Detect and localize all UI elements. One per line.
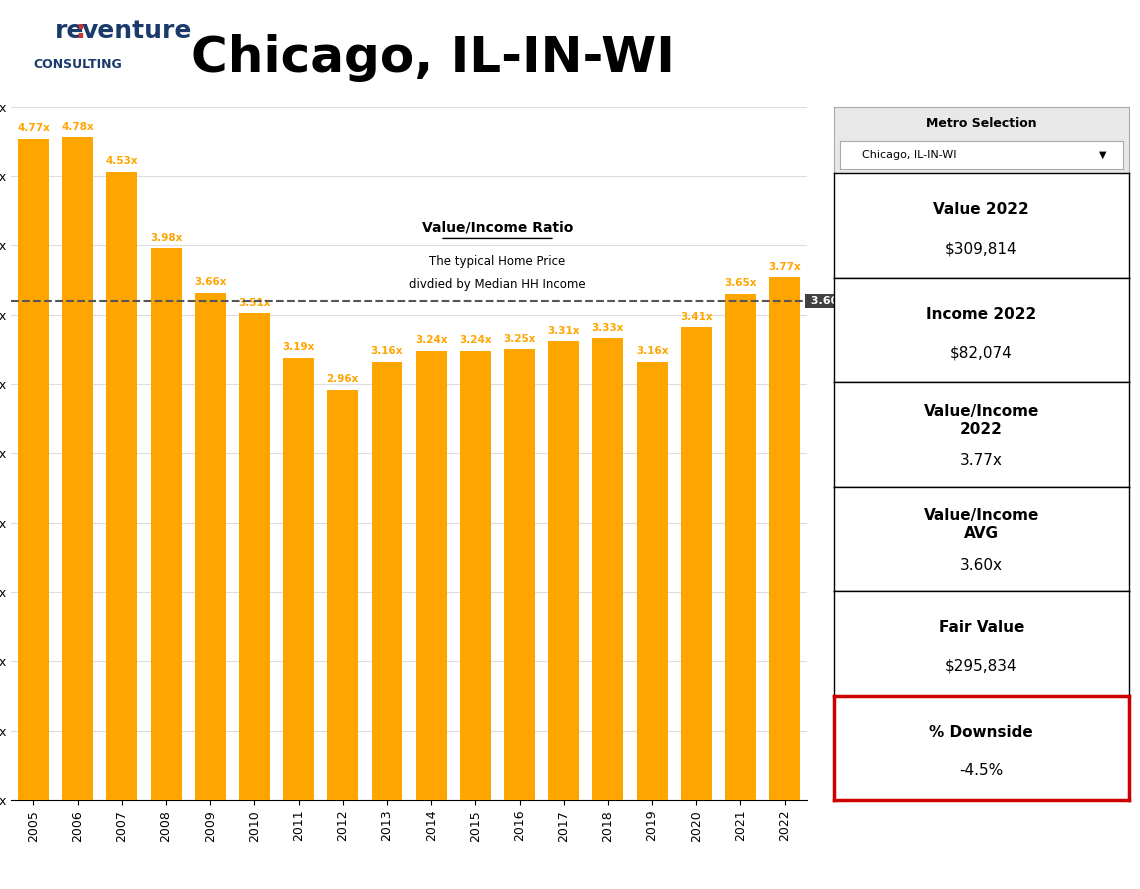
Text: CONSULTING: CONSULTING — [33, 58, 122, 70]
Text: % Downside: % Downside — [929, 725, 1033, 740]
Text: Chicago, IL-IN-WI: Chicago, IL-IN-WI — [192, 34, 675, 82]
Bar — [725, 294, 756, 800]
Text: Value/Income Ratio: Value/Income Ratio — [422, 220, 573, 235]
Text: -4.5%: -4.5% — [959, 764, 1003, 779]
Text: $309,814: $309,814 — [945, 241, 1018, 256]
Text: 3.98x: 3.98x — [149, 233, 182, 243]
Text: 3.16x: 3.16x — [636, 347, 668, 356]
Text: ▼: ▼ — [1099, 150, 1107, 160]
Text: Value/Income: Value/Income — [923, 509, 1039, 524]
Text: :: : — [75, 20, 86, 43]
Text: venture: venture — [82, 20, 193, 43]
Text: 3.19x: 3.19x — [283, 342, 315, 352]
Text: 3.25x: 3.25x — [503, 334, 536, 344]
Bar — [106, 172, 137, 800]
Text: 3.24x: 3.24x — [459, 335, 491, 345]
Bar — [327, 389, 358, 800]
Text: 4.77x: 4.77x — [17, 123, 50, 133]
Text: 3.16x: 3.16x — [370, 347, 404, 356]
Bar — [459, 351, 491, 800]
Text: 3.24x: 3.24x — [415, 335, 448, 345]
Bar — [239, 313, 270, 800]
Text: $82,074: $82,074 — [950, 346, 1012, 361]
Text: AVG: AVG — [963, 526, 999, 541]
Text: 3.60x: 3.60x — [960, 557, 1003, 573]
Text: re: re — [55, 20, 84, 43]
Bar — [548, 341, 579, 800]
Text: 3.33x: 3.33x — [592, 323, 625, 332]
Bar — [636, 362, 668, 800]
Text: 3.51x: 3.51x — [238, 298, 270, 308]
Text: 3.41x: 3.41x — [679, 312, 712, 322]
Text: Fair Value: Fair Value — [938, 621, 1024, 636]
Text: $295,834: $295,834 — [945, 659, 1018, 674]
Bar — [150, 248, 181, 800]
Text: 2.96x: 2.96x — [327, 374, 359, 384]
Text: 3.60x: 3.60x — [807, 296, 845, 306]
Bar — [195, 292, 226, 800]
Text: 3.77x: 3.77x — [768, 261, 801, 272]
Text: 3.65x: 3.65x — [724, 278, 757, 288]
Text: 4.78x: 4.78x — [62, 122, 95, 132]
Bar — [18, 139, 49, 800]
Bar — [504, 349, 535, 800]
Bar — [372, 362, 402, 800]
Text: divdied by Median HH Income: divdied by Median HH Income — [409, 278, 586, 291]
Text: 3.77x: 3.77x — [960, 453, 1003, 469]
Text: 3.66x: 3.66x — [194, 277, 227, 287]
Bar — [770, 277, 800, 800]
Text: The typical Home Price: The typical Home Price — [430, 254, 565, 268]
Bar — [593, 339, 624, 800]
Text: 3.31x: 3.31x — [547, 325, 580, 335]
Text: 2022: 2022 — [960, 421, 1003, 436]
Text: Income 2022: Income 2022 — [926, 307, 1036, 322]
Bar — [63, 137, 93, 800]
Bar — [416, 351, 447, 800]
Text: Value/Income: Value/Income — [923, 404, 1039, 419]
Text: Value 2022: Value 2022 — [934, 203, 1029, 218]
Bar — [283, 357, 315, 800]
Text: 4.53x: 4.53x — [106, 156, 138, 166]
Text: Metro Selection: Metro Selection — [926, 116, 1036, 130]
Text: Chicago, IL-IN-WI: Chicago, IL-IN-WI — [862, 150, 956, 160]
Bar — [681, 327, 711, 800]
